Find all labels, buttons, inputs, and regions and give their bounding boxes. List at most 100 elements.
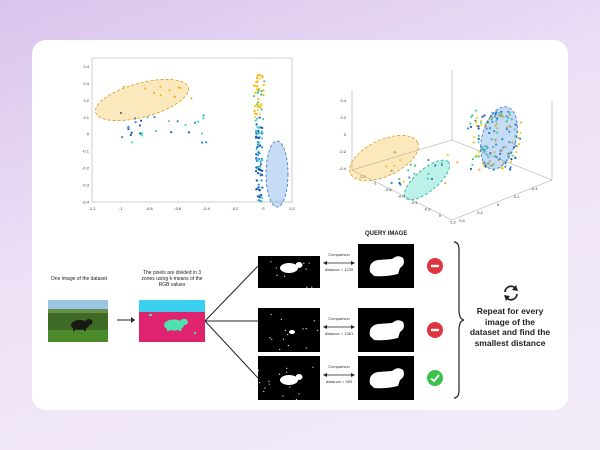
data-point <box>399 159 402 162</box>
distance-label: distance = 359 <box>325 379 353 384</box>
z-tick-label: 0.4 <box>340 98 346 103</box>
data-point <box>263 80 266 83</box>
data-point <box>407 169 410 172</box>
query-mask-image <box>358 308 414 352</box>
data-point <box>456 161 459 164</box>
data-point <box>258 196 262 199</box>
data-point <box>511 154 514 157</box>
data-point <box>508 130 511 133</box>
data-point <box>129 133 132 137</box>
reject-icon <box>427 322 443 338</box>
data-point <box>260 130 264 133</box>
data-point <box>477 137 480 140</box>
checkmark-icon <box>427 370 443 386</box>
data-point <box>259 74 262 77</box>
scatter-plot-2d: -1.2 -1 -0.8 -0.6 -0.4 -0.2 0 0.2 0.4 0.3 0.2 0.1 0 -… <box>82 57 296 211</box>
data-point <box>489 164 492 167</box>
data-point <box>488 159 491 163</box>
data-point <box>493 130 496 133</box>
data-point <box>261 75 264 79</box>
data-point <box>408 176 411 179</box>
reject-icon <box>427 258 443 274</box>
data-point <box>491 120 494 123</box>
data-point <box>475 121 478 124</box>
data-point <box>520 121 523 124</box>
data-point <box>256 102 260 105</box>
data-point <box>427 172 430 176</box>
data-point <box>261 126 264 130</box>
data-point <box>500 149 503 152</box>
repeat-text: Repeat for every image of the dataset an… <box>469 306 551 348</box>
x-tick-label: 0.2 <box>289 206 295 211</box>
data-point <box>257 159 260 162</box>
data-point <box>140 132 144 135</box>
data-point <box>514 123 517 126</box>
data-point <box>140 134 143 137</box>
data-point <box>398 181 401 185</box>
y-tick-label: -0.2 <box>513 194 521 199</box>
data-point <box>259 160 262 163</box>
data-point <box>257 183 260 186</box>
data-point <box>139 132 142 135</box>
data-point <box>257 136 260 140</box>
data-point <box>256 132 259 136</box>
data-point <box>253 115 257 119</box>
data-point <box>484 123 487 126</box>
data-point <box>260 137 264 140</box>
data-point <box>476 154 479 157</box>
data-point <box>261 169 264 172</box>
comparison-label: Comparison <box>328 252 350 257</box>
data-point <box>495 123 498 126</box>
data-point <box>177 86 180 89</box>
y-tick-label: 0.4 <box>459 218 465 223</box>
data-point <box>494 143 498 146</box>
data-point <box>508 113 511 117</box>
data-point <box>484 125 488 128</box>
data-point <box>257 153 260 157</box>
data-point <box>482 164 485 167</box>
data-point <box>252 95 256 98</box>
data-point <box>477 155 480 158</box>
data-point <box>134 121 137 124</box>
data-point <box>152 91 156 94</box>
data-point <box>430 177 434 181</box>
distance-label: distance = 1361 <box>324 331 354 336</box>
data-point <box>514 156 517 160</box>
data-point <box>262 94 265 97</box>
data-point <box>483 150 486 153</box>
data-point <box>254 129 258 132</box>
segmented-image <box>139 300 205 342</box>
data-point <box>259 144 262 147</box>
data-point <box>255 179 258 182</box>
data-point <box>470 115 473 118</box>
blue-cluster-ellipse <box>265 140 289 208</box>
x-tick-label: -0.2 <box>424 207 432 212</box>
x-tick-label: -1.2 <box>359 174 367 179</box>
data-point <box>484 148 487 151</box>
query-mask-image <box>358 356 414 400</box>
dataset-image <box>48 300 108 342</box>
data-point <box>486 146 489 149</box>
plot3d-back-edge <box>351 139 453 171</box>
data-point <box>498 112 501 115</box>
x-tick-label: -0.4 <box>411 200 419 205</box>
data-point <box>144 87 147 90</box>
data-point <box>256 108 259 112</box>
data-point <box>259 172 262 176</box>
data-point <box>393 164 396 167</box>
data-point <box>255 153 258 156</box>
data-point <box>485 127 488 130</box>
data-point <box>497 114 501 117</box>
data-point <box>505 126 509 129</box>
data-point <box>477 141 480 144</box>
data-point <box>413 172 416 175</box>
dataset-label: One image of the dataset <box>50 276 108 282</box>
y-tick-label: -0.3 <box>82 183 90 188</box>
data-point <box>179 86 182 89</box>
data-point <box>119 111 122 114</box>
data-point <box>426 177 429 180</box>
data-point <box>260 200 263 203</box>
data-point <box>176 120 179 123</box>
data-point <box>482 148 485 151</box>
data-point <box>509 160 512 164</box>
